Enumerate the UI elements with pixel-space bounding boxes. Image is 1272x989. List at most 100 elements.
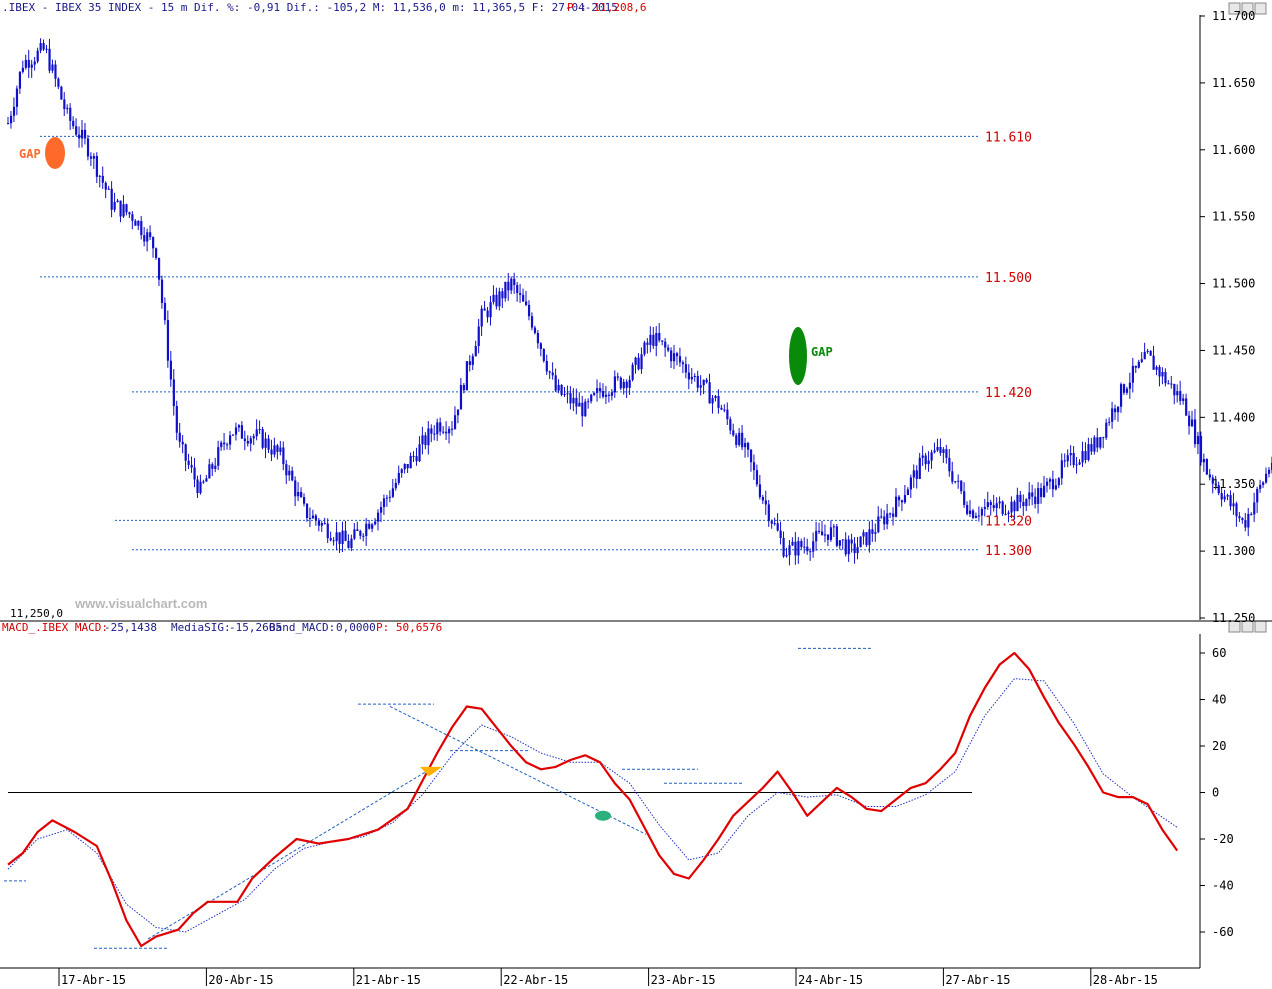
- candle-body: [1040, 487, 1043, 497]
- candle-body: [1016, 494, 1019, 512]
- candle-body: [442, 431, 445, 433]
- candle-body: [519, 293, 522, 295]
- candle-body: [427, 428, 430, 446]
- candle-body: [800, 541, 803, 547]
- candle-body: [726, 409, 729, 420]
- candle-body: [1267, 469, 1271, 474]
- candle-body: [584, 401, 587, 417]
- candle-body: [601, 391, 605, 397]
- candle-body: [489, 302, 492, 318]
- candle-body: [522, 294, 525, 302]
- candle-body: [1131, 365, 1134, 383]
- gap-marker-down: [45, 137, 65, 169]
- candle-body: [1217, 485, 1220, 494]
- candle-body: [664, 341, 667, 348]
- candle-body: [880, 516, 883, 518]
- candle-body: [75, 126, 78, 135]
- candle-body: [362, 535, 365, 537]
- candle-body: [459, 385, 463, 410]
- candle-body: [1208, 474, 1211, 478]
- candle-body: [673, 353, 676, 362]
- candle-body: [297, 491, 300, 497]
- price-tick-label: 11.450: [1212, 343, 1255, 357]
- candle-body: [841, 539, 844, 541]
- candle-body: [628, 379, 631, 388]
- candle-body: [15, 88, 19, 107]
- candle-body: [468, 361, 471, 365]
- candle-body: [826, 534, 830, 540]
- candle-body: [1078, 462, 1081, 465]
- candle-body: [992, 505, 995, 509]
- candle-body: [314, 515, 318, 521]
- candle-body: [223, 442, 226, 445]
- candle-body: [403, 464, 406, 470]
- candle-body: [231, 434, 235, 436]
- price-tick-label: 11.250: [1212, 611, 1255, 625]
- candle-body: [1265, 473, 1268, 483]
- candle-body: [761, 497, 764, 501]
- candle-body: [160, 279, 164, 303]
- cross-marker-sell: [420, 766, 442, 777]
- candle-body: [590, 394, 593, 402]
- candle-body: [767, 504, 770, 522]
- candle-body: [770, 521, 773, 524]
- candle-body: [658, 333, 661, 341]
- candle-body: [308, 518, 312, 520]
- candle-body: [1090, 444, 1093, 452]
- candle-body: [874, 532, 877, 534]
- candle-body: [507, 281, 510, 291]
- candle-body: [12, 106, 16, 116]
- candle-body: [1173, 383, 1176, 396]
- candle-body: [545, 360, 548, 372]
- candle-body: [258, 429, 261, 431]
- candle-body: [1137, 361, 1140, 368]
- candle-body: [1069, 453, 1072, 456]
- candle-body: [264, 438, 267, 448]
- candle-body: [305, 503, 309, 519]
- candle-body: [794, 541, 797, 556]
- candle-body: [915, 470, 918, 479]
- candle-body: [211, 464, 214, 469]
- price-candles: [7, 38, 1272, 566]
- candle-body: [30, 64, 33, 68]
- candle-body: [714, 395, 717, 399]
- candle-body: [1060, 460, 1063, 479]
- candle-body: [599, 388, 602, 392]
- candle-body: [261, 429, 264, 448]
- candle-body: [1134, 365, 1137, 368]
- candle-body: [341, 530, 344, 544]
- candle-body: [924, 455, 927, 465]
- candle-body: [900, 500, 904, 503]
- candle-body: [527, 304, 531, 317]
- candle-body: [563, 394, 566, 396]
- price-panel-window-controls[interactable]: [1228, 2, 1267, 15]
- candle-body: [83, 129, 87, 139]
- candle-body: [63, 99, 66, 110]
- candle-body: [377, 512, 380, 522]
- candle-body: [569, 393, 572, 404]
- candle-body: [382, 498, 386, 508]
- date-label: 23-Abr-15: [651, 973, 716, 987]
- price-tick-label: 11.700: [1212, 9, 1255, 23]
- price-tick-label: 11.400: [1212, 410, 1255, 424]
- candle-body: [7, 123, 10, 125]
- candle-body: [1099, 437, 1102, 448]
- candle-body: [856, 547, 859, 554]
- candle-body: [157, 257, 161, 280]
- candle-body: [412, 455, 415, 457]
- candle-body: [448, 428, 451, 434]
- candle-body: [24, 59, 27, 68]
- macd-y-axis: 60 40 20 0 -20 -40 -60: [1200, 646, 1234, 939]
- candle-body: [1167, 383, 1170, 385]
- candle-body: [785, 555, 788, 557]
- candle-body: [747, 442, 750, 450]
- signal-name: MediaSIG:: [171, 621, 231, 634]
- candle-body: [652, 334, 655, 346]
- candle-body: [1102, 437, 1105, 439]
- candle-body: [1250, 513, 1253, 515]
- candle-body: [821, 531, 824, 536]
- candle-body: [409, 455, 412, 469]
- candle-body: [1096, 437, 1099, 448]
- macd-trendline-up: [147, 768, 431, 940]
- candle-body: [773, 523, 776, 525]
